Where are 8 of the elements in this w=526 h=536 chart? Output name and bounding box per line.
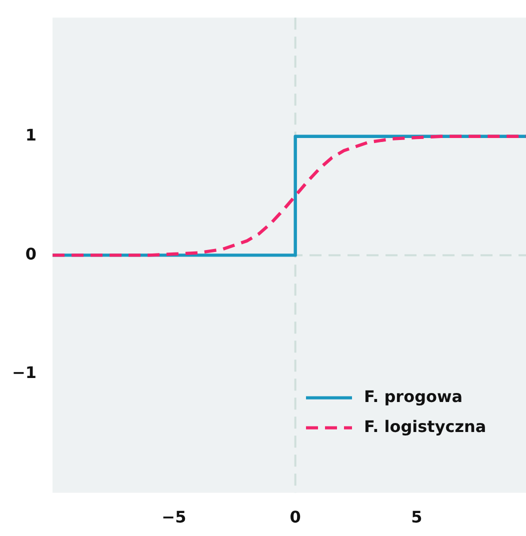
x-tick-label: −5	[162, 508, 186, 527]
legend-label: F. logistyczna	[364, 416, 486, 436]
x-tick-label: 5	[411, 508, 422, 527]
y-tick-label: 0	[25, 244, 37, 264]
y-tick-label: 1	[25, 126, 37, 145]
x-tick-label: 0	[290, 508, 301, 527]
y-tick-label: −1	[12, 363, 37, 382]
legend-label: F. progowa	[364, 386, 463, 406]
